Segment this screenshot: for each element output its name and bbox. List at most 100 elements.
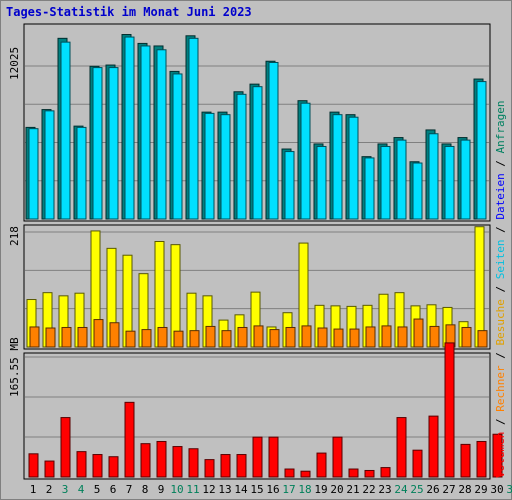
bar-seiten-day-7	[124, 36, 135, 220]
day-label-4: 4	[78, 483, 85, 496]
bar-rechner-day-11	[189, 330, 200, 348]
bar-rechner-day-20	[333, 328, 344, 348]
bar-volumen-day-1	[28, 453, 39, 478]
day-label-16: 16	[266, 483, 279, 496]
bar-volumen-day-4	[76, 451, 87, 478]
bar-volumen-day-26	[428, 415, 439, 478]
day-label-28: 28	[458, 483, 471, 496]
bar-rechner-day-1	[29, 326, 40, 348]
day-label-31: 31	[506, 483, 512, 496]
bar-rechner-day-17	[285, 326, 296, 348]
day-label-5: 5	[94, 483, 101, 496]
bar-volumen-day-15	[252, 436, 263, 478]
day-label-22: 22	[362, 483, 375, 496]
bar-rechner-day-22	[365, 326, 376, 348]
scale-label: 165.55 MB	[8, 337, 21, 397]
bar-volumen-day-28	[460, 443, 471, 478]
bar-seiten-day-18	[300, 102, 311, 220]
day-label-20: 20	[330, 483, 343, 496]
day-label-30: 30	[490, 483, 503, 496]
bar-volumen-day-24	[396, 417, 407, 478]
bar-seiten-day-4	[76, 126, 87, 220]
bar-seiten-day-12	[204, 112, 215, 220]
bar-volumen-day-3	[60, 417, 71, 478]
bar-rechner-day-4	[77, 326, 88, 348]
bar-volumen-day-13	[220, 454, 231, 478]
day-label-21: 21	[346, 483, 359, 496]
day-label-15: 15	[250, 483, 263, 496]
bar-seiten-day-8	[140, 45, 151, 220]
legend-rechner: Rechner	[494, 365, 507, 412]
day-label-2: 2	[46, 483, 53, 496]
legend-volumen: Volumen	[494, 432, 507, 478]
bar-seiten-day-23	[380, 145, 391, 220]
day-label-19: 19	[314, 483, 327, 496]
bar-seiten-day-25	[412, 162, 423, 220]
bar-volumen-day-18	[300, 470, 311, 478]
bar-rechner-day-24	[397, 326, 408, 348]
day-label-13: 13	[218, 483, 231, 496]
bar-volumen-day-10	[172, 446, 183, 478]
bar-volumen-day-8	[140, 443, 151, 478]
bar-rechner-day-19	[317, 327, 328, 348]
bar-volumen-day-20	[332, 436, 343, 478]
bar-rechner-day-21	[349, 328, 360, 348]
bar-seiten-day-2	[44, 110, 55, 220]
bar-rechner-day-26	[429, 325, 440, 348]
day-label-8: 8	[142, 483, 149, 496]
panel-visits-sites: 218	[8, 224, 491, 350]
day-label-6: 6	[110, 483, 117, 496]
bar-volumen-day-16	[268, 436, 279, 478]
bar-volumen-day-17	[284, 468, 295, 478]
bar-rechner-day-18	[301, 325, 312, 348]
bar-volumen-day-22	[364, 469, 375, 478]
bar-seiten-day-15	[252, 86, 263, 220]
bar-volumen-day-11	[188, 448, 199, 478]
day-label-10: 10	[170, 483, 183, 496]
bar-volumen-day-9	[156, 440, 167, 478]
day-label-24: 24	[394, 483, 408, 496]
day-label-23: 23	[378, 483, 391, 496]
legend-dateien: Dateien	[494, 173, 507, 219]
bar-besuche-day-29	[474, 226, 485, 348]
chart-title: Tages-Statistik im Monat Juni 2023	[6, 5, 252, 19]
bar-volumen-day-12	[204, 459, 215, 478]
side-legend: Volumen / Rechner / Besuche / Seiten / D…	[494, 100, 507, 478]
legend-separator: /	[494, 220, 507, 240]
bar-seiten-day-11	[188, 37, 199, 220]
bar-volumen-day-7	[124, 401, 135, 478]
bar-seiten-day-9	[156, 49, 167, 220]
bar-rechner-day-9	[157, 326, 168, 348]
bar-seiten-day-16	[268, 62, 279, 220]
day-label-27: 27	[442, 483, 455, 496]
bar-rechner-day-12	[205, 325, 216, 348]
legend-separator: /	[494, 279, 507, 299]
bar-volumen-day-14	[236, 454, 247, 478]
legend-seiten: Seiten	[494, 240, 507, 280]
day-label-9: 9	[158, 483, 165, 496]
day-label-3: 3	[62, 483, 69, 496]
bar-rechner-day-2	[45, 327, 56, 348]
bar-volumen-day-2	[44, 460, 55, 478]
bar-seiten-day-10	[172, 73, 183, 220]
bar-rechner-day-23	[381, 325, 392, 348]
legend-separator: /	[494, 346, 507, 366]
day-label-17: 17	[282, 483, 295, 496]
bar-volumen-day-6	[108, 456, 119, 478]
day-label-12: 12	[202, 483, 215, 496]
bar-rechner-day-14	[237, 326, 248, 348]
bar-seiten-day-24	[396, 139, 407, 220]
bar-seiten-day-5	[92, 67, 103, 220]
bar-rechner-day-28	[461, 326, 472, 348]
bar-rechner-day-3	[61, 326, 72, 348]
legend-anfragen: Anfragen	[494, 100, 507, 153]
legend-separator: /	[494, 412, 507, 432]
bar-volumen-day-21	[348, 468, 359, 478]
bar-rechner-day-5	[93, 319, 104, 348]
bar-seiten-day-13	[220, 114, 231, 220]
day-label-26: 26	[426, 483, 439, 496]
day-label-1: 1	[30, 483, 37, 496]
bar-seiten-day-20	[332, 114, 343, 220]
bar-rechner-day-25	[413, 318, 424, 348]
bar-volumen-day-19	[316, 452, 327, 478]
